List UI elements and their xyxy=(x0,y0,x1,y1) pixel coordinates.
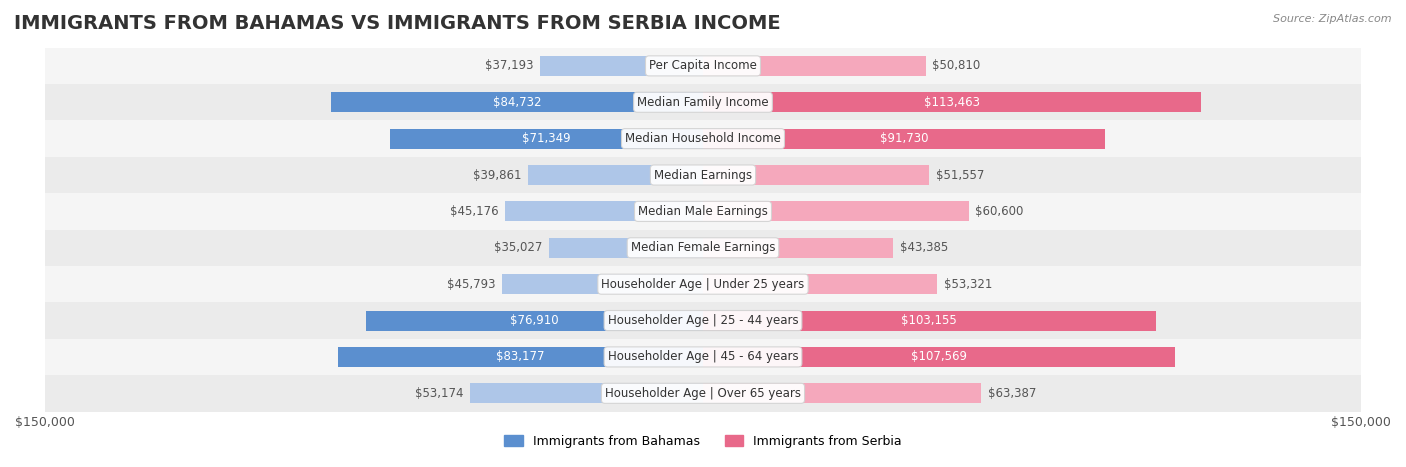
Text: Median Male Earnings: Median Male Earnings xyxy=(638,205,768,218)
Text: Householder Age | Under 25 years: Householder Age | Under 25 years xyxy=(602,278,804,290)
Bar xyxy=(502,274,703,294)
Bar xyxy=(45,266,1361,302)
Bar xyxy=(529,165,703,185)
Bar xyxy=(332,92,703,112)
Text: Householder Age | 25 - 44 years: Householder Age | 25 - 44 years xyxy=(607,314,799,327)
Bar xyxy=(389,128,703,149)
Bar xyxy=(45,120,1361,157)
Text: $76,910: $76,910 xyxy=(510,314,558,327)
Text: $43,385: $43,385 xyxy=(900,241,948,255)
Text: $83,177: $83,177 xyxy=(496,350,544,363)
Text: $37,193: $37,193 xyxy=(485,59,533,72)
Bar xyxy=(45,339,1361,375)
Bar xyxy=(703,274,936,294)
Text: $84,732: $84,732 xyxy=(494,96,541,109)
Bar xyxy=(703,56,927,76)
Text: $53,321: $53,321 xyxy=(943,278,991,290)
Text: Median Earnings: Median Earnings xyxy=(654,169,752,182)
Bar xyxy=(703,201,969,221)
Text: $103,155: $103,155 xyxy=(901,314,957,327)
Text: Per Capita Income: Per Capita Income xyxy=(650,59,756,72)
Text: Median Household Income: Median Household Income xyxy=(626,132,780,145)
Text: $107,569: $107,569 xyxy=(911,350,967,363)
Bar xyxy=(550,238,703,258)
Bar xyxy=(703,238,893,258)
Text: Source: ZipAtlas.com: Source: ZipAtlas.com xyxy=(1274,14,1392,24)
Bar xyxy=(703,165,929,185)
Text: $91,730: $91,730 xyxy=(880,132,928,145)
Text: $60,600: $60,600 xyxy=(976,205,1024,218)
Bar xyxy=(366,311,703,331)
Legend: Immigrants from Bahamas, Immigrants from Serbia: Immigrants from Bahamas, Immigrants from… xyxy=(499,430,907,453)
Text: IMMIGRANTS FROM BAHAMAS VS IMMIGRANTS FROM SERBIA INCOME: IMMIGRANTS FROM BAHAMAS VS IMMIGRANTS FR… xyxy=(14,14,780,33)
Bar xyxy=(703,383,981,403)
Bar xyxy=(45,302,1361,339)
Bar xyxy=(703,92,1201,112)
Text: $35,027: $35,027 xyxy=(495,241,543,255)
Bar xyxy=(45,375,1361,411)
Text: $45,793: $45,793 xyxy=(447,278,495,290)
Text: $113,463: $113,463 xyxy=(924,96,980,109)
Text: Median Family Income: Median Family Income xyxy=(637,96,769,109)
Bar xyxy=(470,383,703,403)
Bar xyxy=(45,48,1361,84)
Bar xyxy=(45,230,1361,266)
Bar xyxy=(703,128,1105,149)
Bar xyxy=(45,84,1361,120)
Text: Median Female Earnings: Median Female Earnings xyxy=(631,241,775,255)
Text: $50,810: $50,810 xyxy=(932,59,981,72)
Bar xyxy=(703,347,1175,367)
Text: $39,861: $39,861 xyxy=(472,169,522,182)
Text: Householder Age | Over 65 years: Householder Age | Over 65 years xyxy=(605,387,801,400)
Bar xyxy=(45,193,1361,230)
Text: $45,176: $45,176 xyxy=(450,205,498,218)
Text: $71,349: $71,349 xyxy=(522,132,571,145)
Bar xyxy=(540,56,703,76)
Bar xyxy=(505,201,703,221)
Text: $53,174: $53,174 xyxy=(415,387,463,400)
Text: $63,387: $63,387 xyxy=(987,387,1036,400)
Bar xyxy=(45,157,1361,193)
Text: Householder Age | 45 - 64 years: Householder Age | 45 - 64 years xyxy=(607,350,799,363)
Text: $51,557: $51,557 xyxy=(936,169,984,182)
Bar xyxy=(337,347,703,367)
Bar xyxy=(703,311,1156,331)
